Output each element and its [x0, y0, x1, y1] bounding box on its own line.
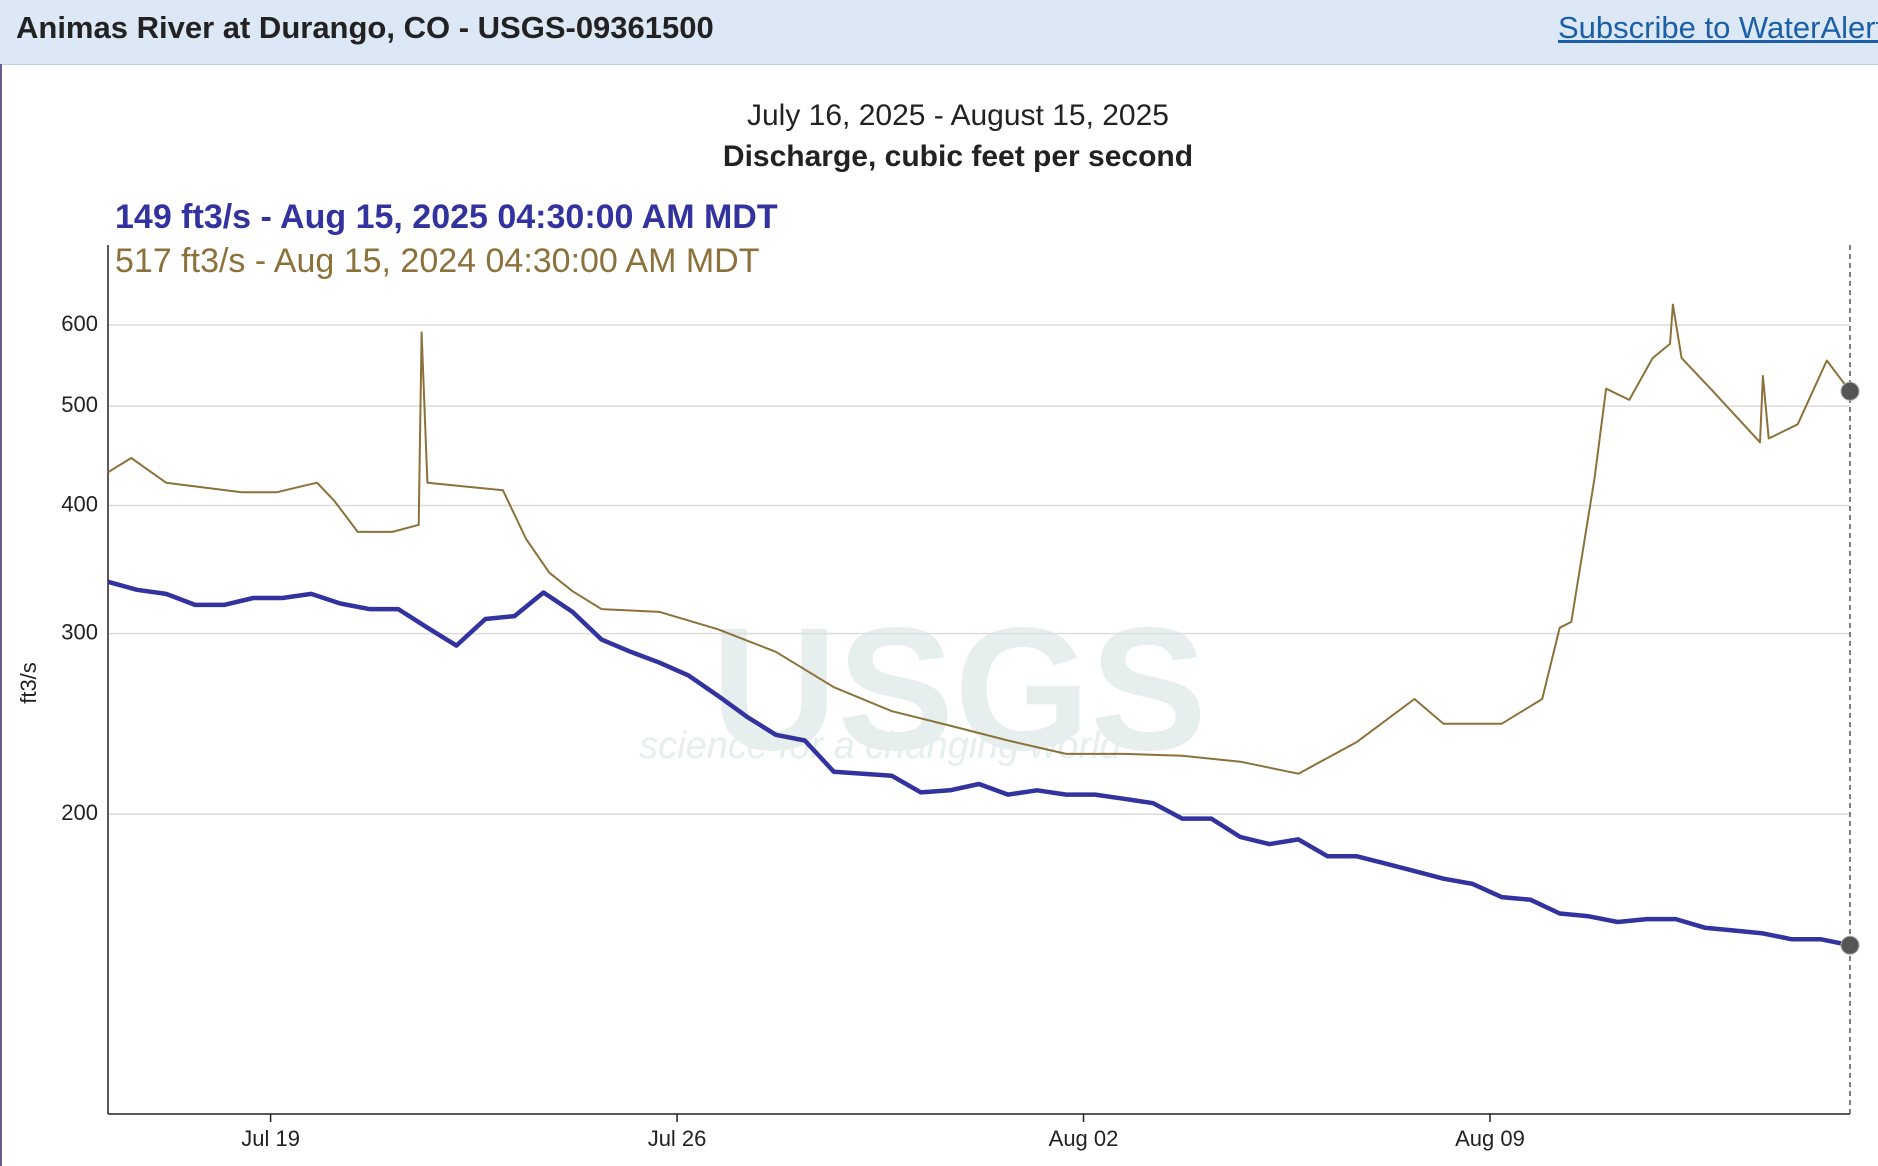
- chart-subtitle: Discharge, cubic feet per second: [723, 140, 1193, 173]
- header-title: Animas River at Durango, CO - USGS-09361…: [16, 10, 714, 45]
- x-tick-label: Jul 19: [241, 1126, 300, 1151]
- y-tick-label: 400: [61, 491, 98, 516]
- series-line: [107, 579, 1851, 948]
- series-line: [107, 303, 1851, 775]
- y-tick-label: 300: [61, 619, 98, 644]
- x-tick-label: Jul 26: [648, 1126, 707, 1151]
- watermark-tagline: science for a changing world: [639, 725, 1122, 767]
- legend-entry: 149 ft3/s - Aug 15, 2025 04:30:00 AM MDT: [115, 198, 778, 236]
- x-tick-label: Aug 02: [1049, 1126, 1119, 1151]
- y-tick-label: 200: [61, 800, 98, 825]
- y-tick-label: 500: [61, 392, 98, 417]
- end-point: [1840, 935, 1860, 955]
- end-point: [1840, 381, 1860, 401]
- y-tick-label: 600: [61, 311, 98, 336]
- y-axis-label: ft3/s: [16, 662, 41, 704]
- x-tick-label: Aug 09: [1455, 1126, 1525, 1151]
- header: Animas River at Durango, CO - USGS-09361…: [0, 0, 1878, 65]
- subscribe-link[interactable]: Subscribe to WaterAlert: [1558, 10, 1878, 45]
- legend-entry: 517 ft3/s - Aug 15, 2024 04:30:00 AM MDT: [115, 242, 760, 280]
- chart-title: July 16, 2025 - August 15, 2025: [747, 99, 1169, 132]
